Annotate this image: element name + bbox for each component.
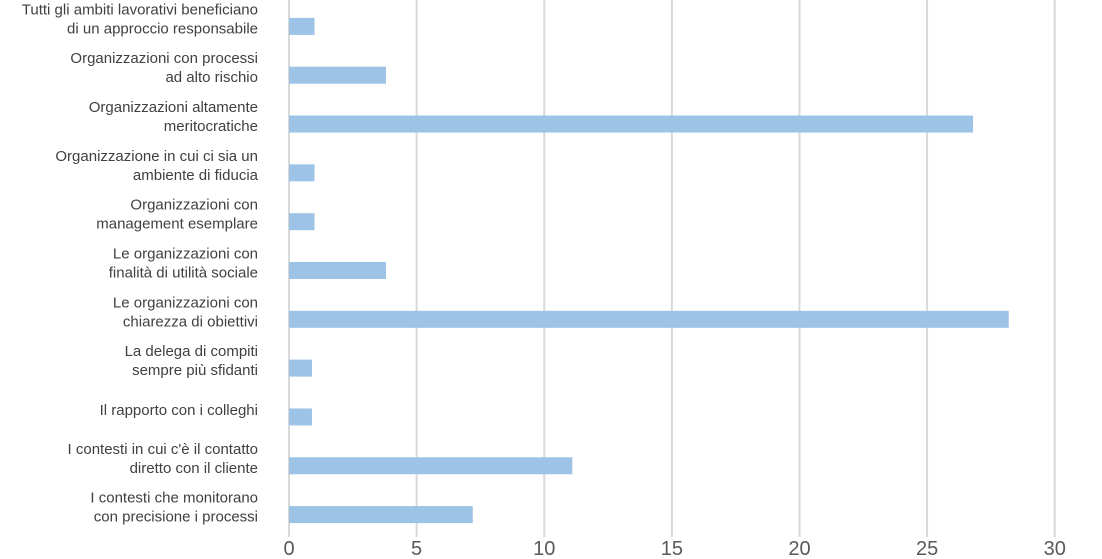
category-label: I contesti che monitorano con precisione … [90,490,258,526]
bar [289,115,974,133]
bar [289,17,315,35]
bar [289,213,315,231]
x-tick-label: 30 [1044,538,1066,559]
category-label: Le organizzazioni con chiarezza di obiett… [113,294,258,330]
category-label-line: finalità di utilità sociale [109,265,258,282]
category-label-line: Le organizzazioni con [113,294,258,311]
category-label: La delega di compiti sempre più sfidanti [125,343,258,379]
category-label-line: Organizzazione in cui ci sia un [55,148,258,165]
category-label: Organizzazioni con management esemplare [96,197,258,233]
category-label-line: chiarezza di obiettivi [123,313,258,330]
category-labels: Tutti gli ambiti lavorativi beneficiano d… [22,1,259,525]
x-tick-label: 5 [411,538,422,559]
x-tick-label: 25 [916,538,938,559]
x-tick-labels: 0 5 10 15 20 25 30 [283,538,1065,559]
category-label: Organizzazione in cui ci sia un ambiente … [55,148,258,184]
bar [289,262,386,279]
bars [289,17,1009,524]
category-label: Organizzazioni con processi ad alto risch… [70,50,258,86]
category-label-line: Organizzazioni con [130,197,258,214]
category-label-line: ad alto rischio [165,69,258,86]
x-tick-label: 15 [661,538,683,559]
category-label-line: La delega di compiti [125,343,258,360]
category-label: Le organizzazioni con finalità di utilità… [109,246,258,282]
category-label: Organizzazioni altamente meritocratiche [89,99,258,135]
bar [289,457,573,475]
bar [289,310,1009,328]
category-label-line: I contesti in cui c'è il contatto [68,441,258,458]
category-label-line: Le organizzazioni con [113,246,258,263]
category-label-line: Organizzazioni con processi [70,50,258,67]
x-tick-label: 10 [533,538,555,559]
category-label-line: Il rapporto con i colleghi [100,402,258,419]
category-label-line: con precisione i processi [94,509,258,526]
category-label-line: meritocratiche [164,118,258,135]
category-label: Il rapporto con i colleghi [100,402,258,419]
category-label: I contesti in cui c'è il contatto diretto… [68,441,258,477]
bar [289,66,386,84]
gridlines [288,0,1056,537]
category-label-line: ambiente di fiducia [133,167,259,184]
x-tick-label: 0 [283,538,294,559]
category-label-line: management esemplare [96,216,258,233]
category-label-line: Organizzazioni altamente [89,99,258,116]
category-label-line: diretto con il cliente [130,460,258,477]
bar [289,408,312,426]
x-tick-label: 20 [788,538,810,559]
bar [289,164,315,182]
category-label-line: sempre più sfidanti [132,362,258,379]
category-label-line: Tutti gli ambiti lavorativi beneficiano [22,1,258,18]
category-label: Tutti gli ambiti lavorativi beneficiano d… [22,1,258,37]
category-label-line: I contesti che monitorano [90,490,258,507]
bar [289,506,473,524]
category-label-line: di un approccio responsabile [67,20,258,37]
bar [289,359,312,377]
